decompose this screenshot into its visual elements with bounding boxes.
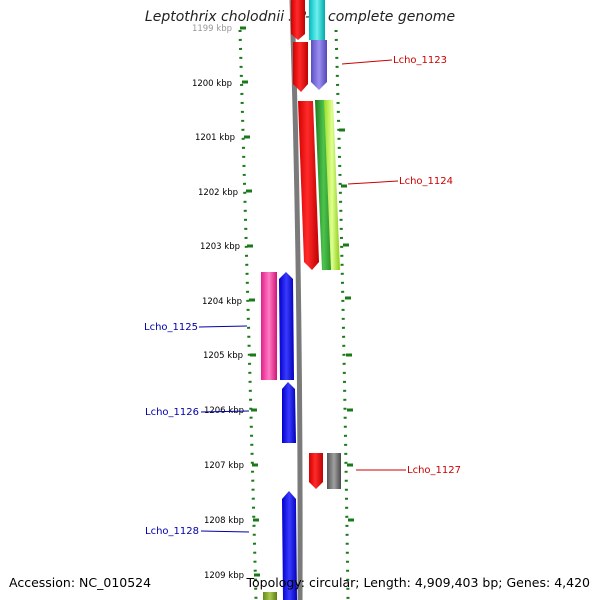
- scale-label-1205: 1205 kbp: [203, 351, 243, 361]
- gene-blue-1125[interactable]: [279, 272, 294, 380]
- scale-label-1208: 1208 kbp: [204, 516, 244, 526]
- length-label: Length:: [363, 575, 411, 590]
- gene-red-top[interactable]: [291, 0, 305, 40]
- gene-olive-bottom[interactable]: [263, 592, 277, 600]
- genes-value: 4,420: [554, 575, 590, 590]
- gene-pink-1125[interactable]: [261, 272, 277, 380]
- accession-info: Accession: NC_010524: [9, 575, 151, 590]
- scale-label-1204: 1204 kbp: [202, 297, 242, 307]
- gene-purple-1123[interactable]: [311, 40, 327, 90]
- topology-value: circular;: [309, 575, 360, 590]
- outer-tick-ring: [334, 29, 350, 600]
- topology-label: Topology:: [246, 575, 306, 590]
- genes-label: Genes:: [506, 575, 551, 590]
- gene-label-lcho-1124[interactable]: Lcho_1124: [399, 176, 453, 187]
- gene-red-1127[interactable]: [309, 453, 323, 489]
- gene-cyan-top[interactable]: [309, 0, 325, 40]
- gene-label-lcho-1123[interactable]: Lcho_1123: [393, 55, 447, 66]
- scale-label-1206: 1206 kbp: [204, 406, 244, 416]
- scale-ticks: [240, 26, 354, 577]
- accession-value: NC_010524: [79, 575, 152, 590]
- scale-label-1200: 1200 kbp: [192, 79, 232, 89]
- gene-gray-1127[interactable]: [327, 453, 341, 489]
- forward-genes: [291, 0, 341, 489]
- scale-label-1209: 1209 kbp: [204, 571, 244, 581]
- scale-label-1207: 1207 kbp: [204, 461, 244, 471]
- gene-label-lcho-1126[interactable]: Lcho_1126: [145, 407, 199, 418]
- length-value: 4,909,403 bp;: [414, 575, 503, 590]
- scale-label-1203: 1203 kbp: [200, 242, 240, 252]
- gene-label-lcho-1127[interactable]: Lcho_1127: [407, 465, 461, 476]
- gene-labels: Lcho_1123 Lcho_1124 Lcho_1127 Lcho_1125 …: [144, 55, 461, 537]
- scale-label-1199: 1199 kbp: [192, 24, 232, 34]
- genome-stats: Topology: circular; Length: 4,909,403 bp; …: [247, 575, 590, 590]
- gene-label-lcho-1125[interactable]: Lcho_1125: [144, 322, 198, 333]
- gene-red-long[interactable]: [298, 101, 319, 270]
- scale-labels: 1199 kbp 1200 kbp 1201 kbp 1202 kbp 1203…: [192, 24, 244, 581]
- scale-label-1201: 1201 kbp: [195, 133, 235, 143]
- gene-lime-1124[interactable]: [324, 100, 340, 270]
- inner-tick-ring: [238, 29, 258, 600]
- gene-blue-1128[interactable]: [282, 491, 297, 600]
- gene-red-1123a[interactable]: [293, 42, 308, 92]
- scale-label-1202: 1202 kbp: [198, 188, 238, 198]
- gene-blue-1126[interactable]: [282, 382, 296, 443]
- gene-green-1124[interactable]: [315, 100, 332, 270]
- label-leaders: [198, 59, 406, 533]
- reverse-genes: [261, 272, 297, 600]
- gene-label-lcho-1128[interactable]: Lcho_1128: [145, 526, 199, 537]
- accession-label: Accession:: [9, 575, 76, 590]
